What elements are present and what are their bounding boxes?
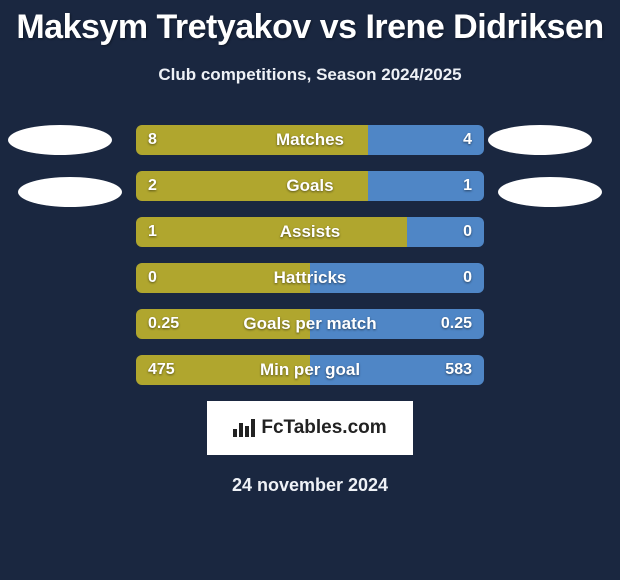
stat-bar-right: [407, 217, 484, 247]
stat-bar-track: 84Matches: [136, 125, 484, 155]
stat-bar-track: 21Goals: [136, 171, 484, 201]
stat-row: 00Hattricks: [0, 263, 620, 293]
stat-row: 0.250.25Goals per match: [0, 309, 620, 339]
stat-value-right: 0: [463, 217, 472, 247]
stat-bar-right: [310, 263, 484, 293]
header: Maksym Tretyakov vs Irene Didriksen: [0, 0, 620, 47]
page-title: Maksym Tretyakov vs Irene Didriksen: [0, 8, 620, 47]
branding-logo: FcTables.com: [207, 401, 413, 455]
stat-row: 84Matches: [0, 125, 620, 155]
date-label: 24 november 2024: [0, 475, 620, 496]
stat-value-left: 0: [148, 263, 157, 293]
stat-value-left: 1: [148, 217, 157, 247]
comparison-chart: 84Matches21Goals10Assists00Hattricks0.25…: [0, 125, 620, 385]
stat-row: 10Assists: [0, 217, 620, 247]
stat-value-right: 1: [463, 171, 472, 201]
stat-value-left: 2: [148, 171, 157, 201]
logo-label: FcTables.com: [261, 417, 386, 439]
stat-bar-left: [136, 125, 368, 155]
subtitle: Club competitions, Season 2024/2025: [0, 65, 620, 85]
stat-value-right: 583: [445, 355, 472, 385]
stat-value-right: 4: [463, 125, 472, 155]
stat-bar-track: 0.250.25Goals per match: [136, 309, 484, 339]
bar-chart-icon: [233, 419, 255, 437]
stat-bar-track: 475583Min per goal: [136, 355, 484, 385]
stat-bar-left: [136, 217, 407, 247]
stat-bar-track: 00Hattricks: [136, 263, 484, 293]
stat-value-right: 0: [463, 263, 472, 293]
stat-value-left: 0.25: [148, 309, 179, 339]
stat-value-left: 475: [148, 355, 175, 385]
stat-bar-left: [136, 263, 310, 293]
stat-bar-track: 10Assists: [136, 217, 484, 247]
stat-value-left: 8: [148, 125, 157, 155]
stat-row: 21Goals: [0, 171, 620, 201]
logo-text: FcTables.com: [233, 417, 386, 439]
stat-bar-left: [136, 171, 368, 201]
stat-row: 475583Min per goal: [0, 355, 620, 385]
stat-value-right: 0.25: [441, 309, 472, 339]
